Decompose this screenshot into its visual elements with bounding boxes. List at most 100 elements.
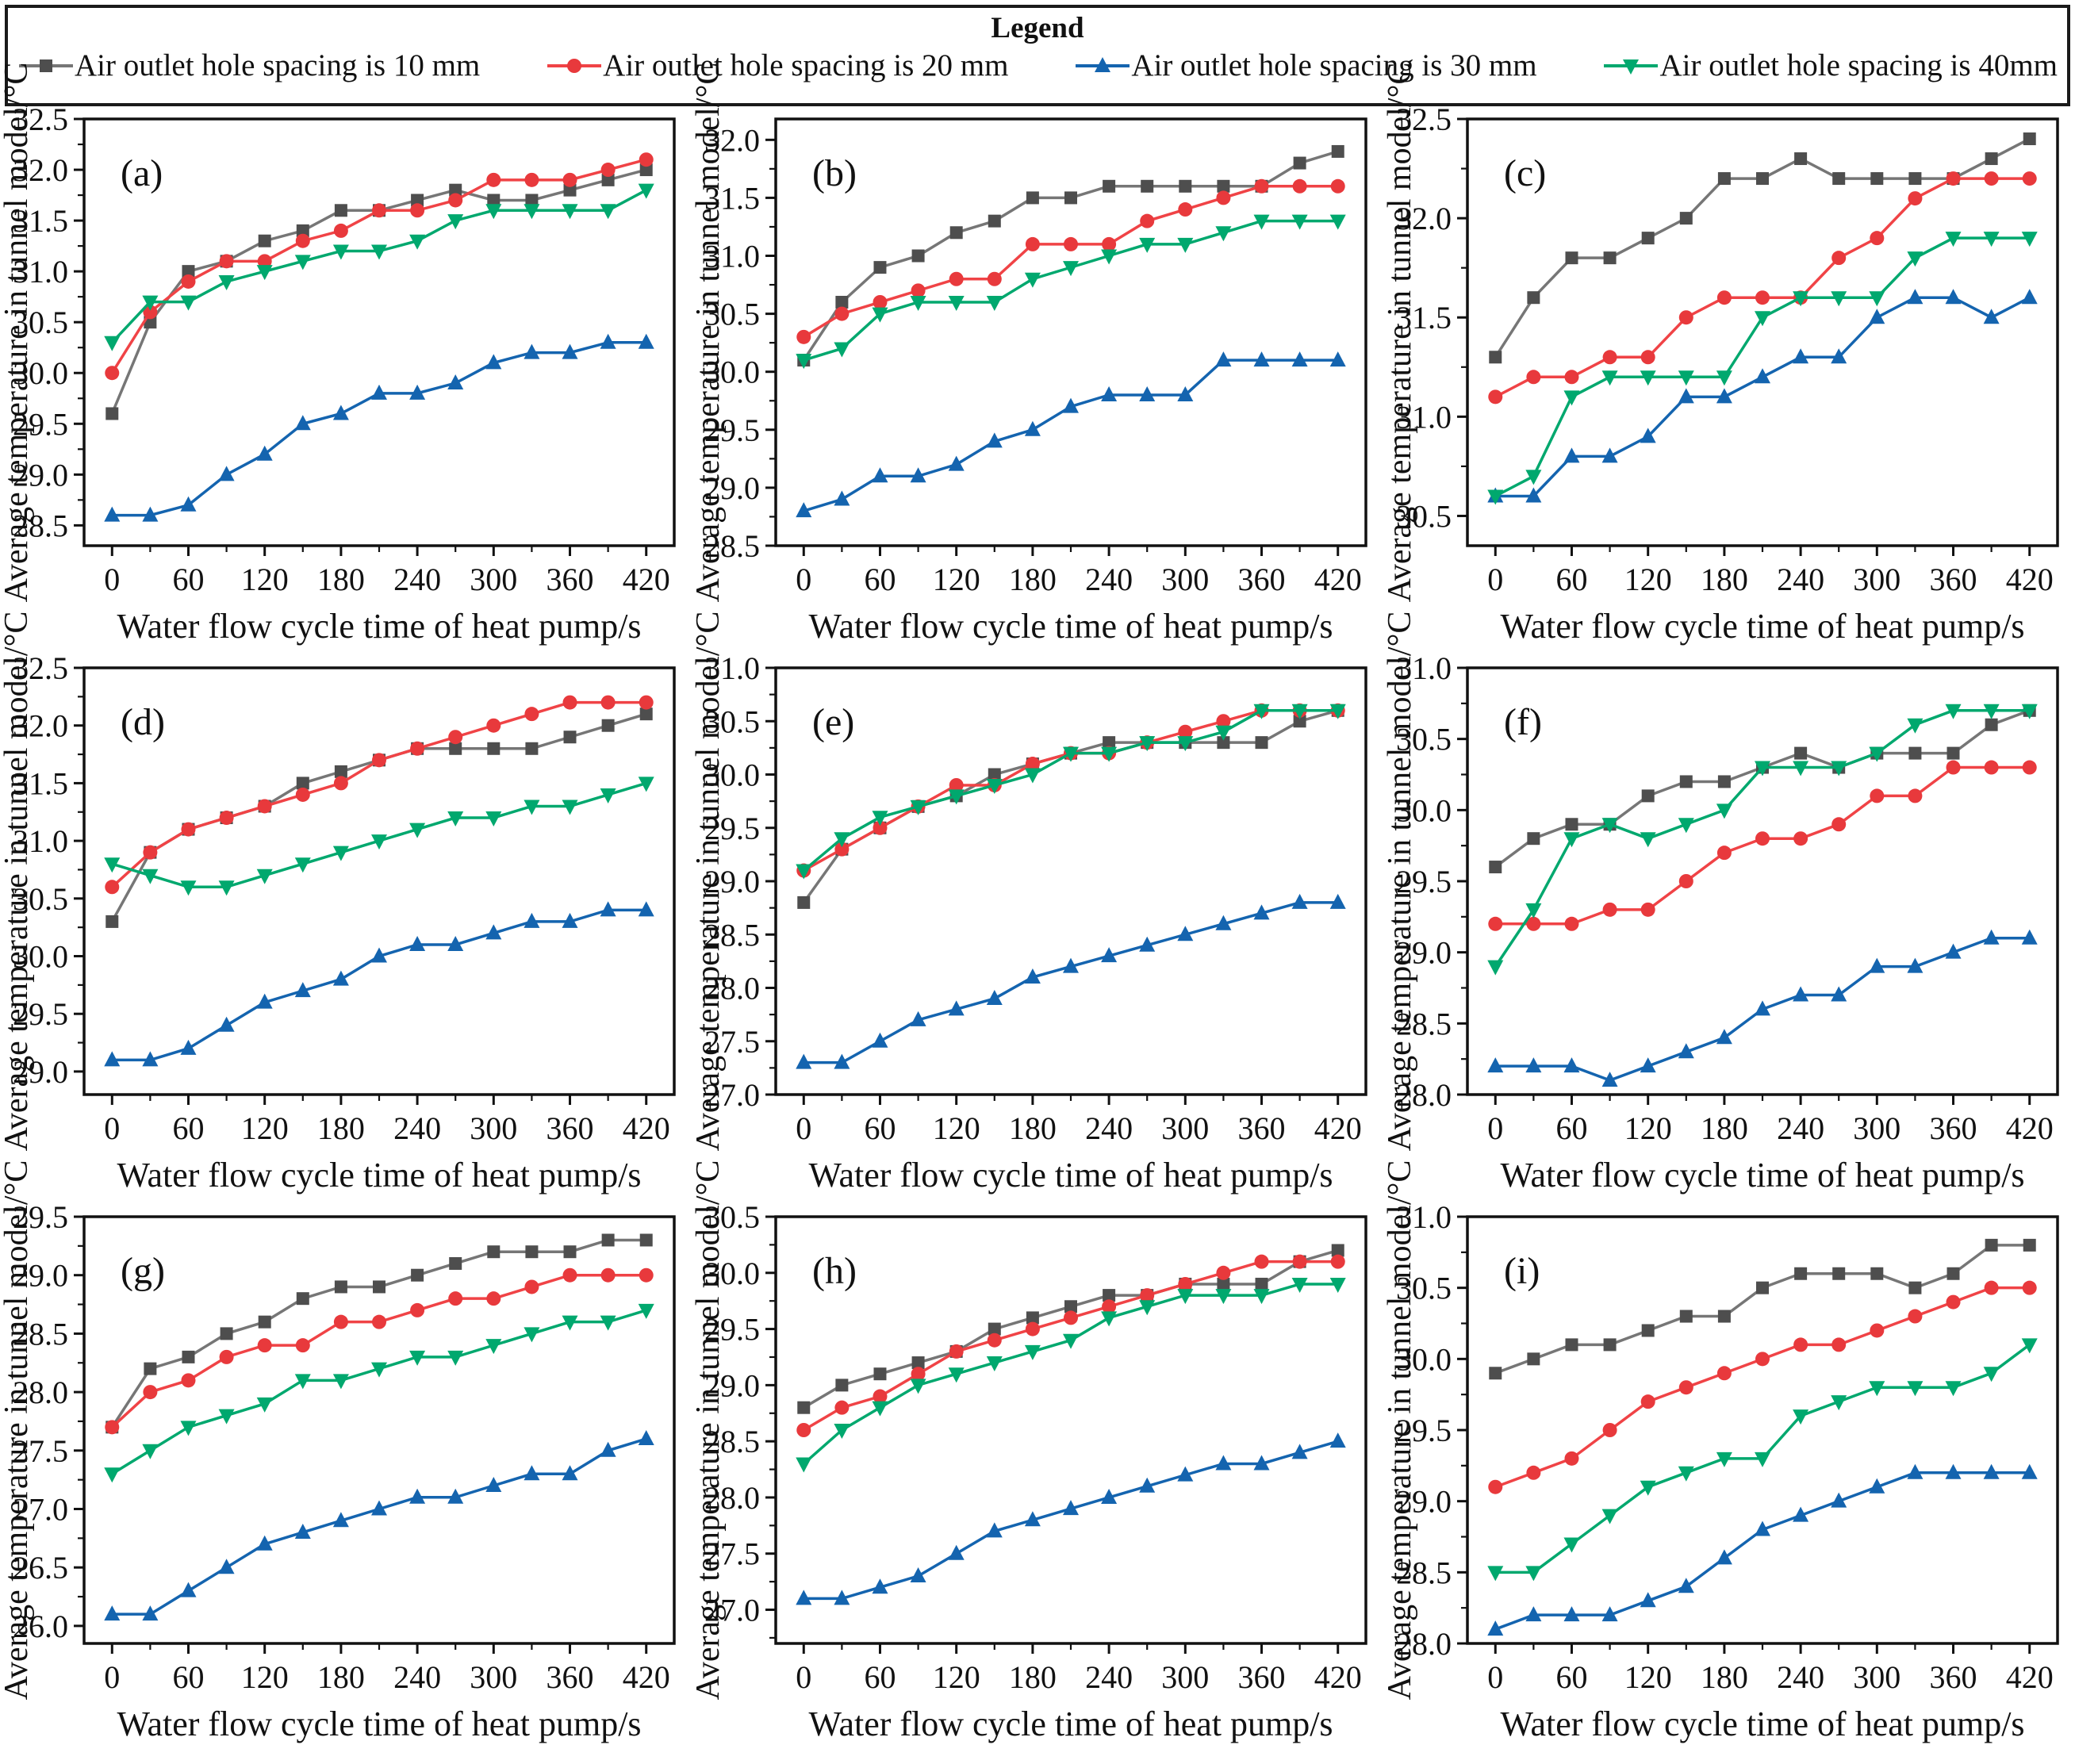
panel-label: (c) <box>1504 152 1546 194</box>
axis-frame <box>774 666 1367 1096</box>
series-triangle-up <box>104 1430 654 1621</box>
svg-text:240: 240 <box>1085 1659 1133 1695</box>
subplot-b-canvas: 0 60 120 180 240 300 360 420 28.5 29.0 29.5 30.0 30.… <box>690 63 1367 646</box>
svg-text:30.5: 30.5 <box>704 704 760 739</box>
series-square <box>1489 1238 2036 1380</box>
series-square <box>797 704 1344 909</box>
svg-text:300: 300 <box>1853 562 1900 597</box>
subplot-g-canvas: 0 60 120 180 240 300 360 420 26.0 26.5 27.0 27.5 28.… <box>0 1160 676 1743</box>
x-axis-label: Water flow cycle time of heat pump/s <box>808 607 1333 646</box>
svg-text:31.5: 31.5 <box>1396 300 1452 336</box>
axis-ticks <box>74 666 648 1105</box>
svg-text:29.0: 29.0 <box>1396 1484 1452 1520</box>
series-triangle-up <box>796 893 1346 1069</box>
svg-text:29.0: 29.0 <box>13 457 68 493</box>
svg-text:31.5: 31.5 <box>13 765 68 801</box>
svg-text:30.5: 30.5 <box>704 1199 760 1235</box>
y-axis-label: Average temperature in tunnel model/°C <box>1382 612 1418 1152</box>
svg-text:28.5: 28.5 <box>704 528 760 564</box>
series-triangle-down <box>796 214 1346 370</box>
svg-text:180: 180 <box>1009 1110 1057 1146</box>
svg-text:30.0: 30.0 <box>1396 1341 1452 1377</box>
subplot-a-canvas: 0 60 120 180 240 300 360 420 28.5 29.0 29.5 30.0 30.… <box>0 63 676 646</box>
subplot-a: 0 60 120 180 240 300 360 420 28.5 29.0 29.5 30.0 30.… <box>0 63 692 657</box>
svg-text:240: 240 <box>1085 562 1133 597</box>
svg-text:420: 420 <box>1314 562 1362 597</box>
legend-entry-30mm: Air outlet hole spacing is 30 mm <box>1074 48 1537 83</box>
subplot-h: 0 60 120 180 240 300 360 420 27.0 27.5 28.0 28.5 29.… <box>690 1160 1383 1754</box>
svg-text:28.0: 28.0 <box>704 1480 760 1516</box>
series-circle <box>105 152 654 381</box>
svg-text:28.0: 28.0 <box>1396 1626 1452 1662</box>
svg-text:180: 180 <box>1009 562 1057 597</box>
axis-frame <box>774 1215 1367 1645</box>
series-circle <box>105 695 654 895</box>
svg-text:29.5: 29.5 <box>13 1199 68 1235</box>
svg-text:420: 420 <box>2006 1659 2054 1695</box>
svg-text:28.0: 28.0 <box>1396 1077 1452 1113</box>
axis-tick-labels: 0 60 120 180 240 300 360 420 28.0 28.5 29.0 29.5 30.… <box>1396 650 2054 1146</box>
series-triangle-down <box>1487 704 2038 976</box>
svg-text:60: 60 <box>172 1659 204 1695</box>
svg-text:0: 0 <box>796 1110 811 1146</box>
series-circle <box>796 703 1345 878</box>
svg-text:120: 120 <box>241 562 289 597</box>
series-triangle-up <box>796 1432 1346 1605</box>
axis-tick-labels: 0 60 120 180 240 300 360 420 30.5 31.0 31.5 32.0 32.… <box>1396 102 2054 597</box>
svg-text:28.0: 28.0 <box>704 971 760 1007</box>
series-square <box>797 144 1344 367</box>
series-square <box>1489 704 2036 874</box>
svg-text:420: 420 <box>623 1110 670 1146</box>
svg-text:360: 360 <box>547 1659 594 1695</box>
svg-text:300: 300 <box>1161 1110 1209 1146</box>
series-triangle-up <box>104 333 654 522</box>
y-axis-label: Average temperature in tunnel model/°C <box>1382 1160 1418 1701</box>
svg-text:29.0: 29.0 <box>13 1258 68 1294</box>
svg-text:27.0: 27.0 <box>704 1593 760 1628</box>
y-axis-label: Average temperature in tunnel model/°C <box>690 63 727 603</box>
svg-text:0: 0 <box>1487 1110 1503 1146</box>
svg-text:60: 60 <box>1555 1659 1587 1695</box>
subplot-d: 0 60 120 180 240 300 360 420 29.0 29.5 30.0 30.5 31.… <box>0 612 692 1206</box>
svg-text:32.0: 32.0 <box>13 152 68 188</box>
svg-text:28.5: 28.5 <box>704 917 760 953</box>
axis-ticks <box>765 666 1340 1105</box>
svg-text:30.5: 30.5 <box>13 881 68 917</box>
series-circle <box>1488 760 2037 931</box>
svg-text:360: 360 <box>547 1110 594 1146</box>
svg-text:60: 60 <box>1555 1110 1587 1146</box>
series-triangle-down <box>1487 1338 2038 1582</box>
svg-text:32.5: 32.5 <box>1396 102 1452 137</box>
svg-text:30.5: 30.5 <box>13 305 68 340</box>
svg-text:420: 420 <box>2006 562 2054 597</box>
x-axis-label: Water flow cycle time of heat pump/s <box>808 1705 1333 1743</box>
subplot-c-canvas: 0 60 120 180 240 300 360 420 30.5 31.0 31.5 32.0 32.… <box>1382 63 2059 646</box>
legend-title: Legend <box>991 12 1084 44</box>
series-square <box>105 1233 653 1434</box>
panel-label: (d) <box>121 701 165 743</box>
figure-page: Legend Air outlet hole spacing is 10 mm … <box>0 5 2075 1764</box>
subplot-i-canvas: 0 60 120 180 240 300 360 420 28.0 28.5 29.0 29.5 30.… <box>1382 1160 2059 1743</box>
svg-text:360: 360 <box>1930 1110 1977 1146</box>
svg-text:360: 360 <box>1238 1659 1286 1695</box>
panel-label: (b) <box>812 152 857 194</box>
subplot-b: 0 60 120 180 240 300 360 420 28.5 29.0 29.5 30.0 30.… <box>690 63 1383 657</box>
svg-text:420: 420 <box>623 562 670 597</box>
charts-grid: 0 60 120 180 240 300 360 420 28.5 29.0 29.5 30.0 30.… <box>0 63 2075 1754</box>
svg-text:60: 60 <box>864 1659 896 1695</box>
series-square <box>105 163 653 420</box>
svg-text:60: 60 <box>172 562 204 597</box>
subplot-c: 0 60 120 180 240 300 360 420 30.5 31.0 31.5 32.0 32.… <box>1382 63 2075 657</box>
svg-text:240: 240 <box>393 1659 441 1695</box>
svg-text:27.0: 27.0 <box>704 1077 760 1113</box>
x-axis-label: Water flow cycle time of heat pump/s <box>808 1156 1333 1195</box>
subplot-g: 0 60 120 180 240 300 360 420 26.0 26.5 27.0 27.5 28.… <box>0 1160 692 1754</box>
axis-frame <box>82 117 676 547</box>
circle-marker-icon <box>547 58 602 73</box>
svg-text:30.0: 30.0 <box>704 757 760 793</box>
svg-text:0: 0 <box>796 1659 811 1695</box>
axis-ticks <box>1457 666 2031 1105</box>
y-axis-label: Average temperature in tunnel model/°C <box>0 63 35 603</box>
svg-text:180: 180 <box>317 1110 365 1146</box>
svg-text:28.5: 28.5 <box>13 508 68 543</box>
